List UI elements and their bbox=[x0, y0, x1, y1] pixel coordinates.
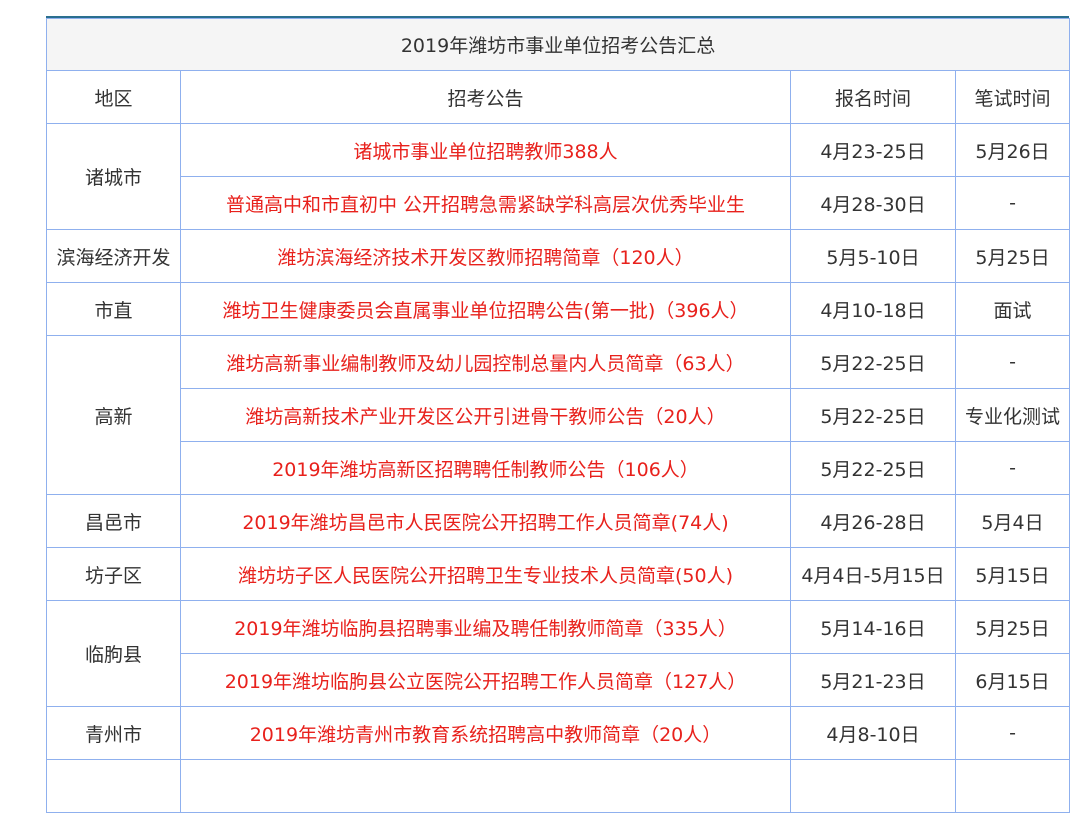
signup-time-cell: 5月22-25日 bbox=[790, 441, 956, 495]
table-row-partial bbox=[46, 759, 1071, 813]
notice-link[interactable]: 潍坊高新技术产业开发区公开引进骨干教师公告（20人） bbox=[180, 388, 791, 442]
signup-time-cell: 5月5-10日 bbox=[790, 229, 956, 283]
exam-time-cell: - bbox=[954, 441, 1071, 495]
table-row: 诸城市 诸城市事业单位招聘教师388人 4月23-25日 5月26日 bbox=[46, 123, 1071, 230]
signup-time-cell: 4月26-28日 bbox=[790, 494, 956, 548]
exam-time-cell: 5月4日 bbox=[954, 494, 1071, 548]
exam-time-cell: 5月15日 bbox=[954, 547, 1071, 601]
notice-link[interactable]: 潍坊坊子区人民医院公开招聘卫生专业技术人员简章(50人) bbox=[180, 547, 791, 601]
notice-link[interactable]: 2019年潍坊昌邑市人民医院公开招聘工作人员简章(74人) bbox=[180, 494, 791, 548]
header-notice: 招考公告 bbox=[180, 70, 791, 124]
header-exam-time: 笔试时间 bbox=[954, 70, 1071, 124]
exam-time-cell: - bbox=[954, 176, 1071, 230]
region-cell: 诸城市 bbox=[46, 123, 181, 230]
header-row: 地区 招考公告 报名时间 笔试时间 bbox=[46, 70, 1071, 124]
exam-time-cell: 6月15日 bbox=[954, 653, 1071, 707]
notice-link[interactable]: 2019年潍坊高新区招聘聘任制教师公告（106人） bbox=[180, 441, 791, 495]
region-cell: 滨海经济开发 bbox=[46, 229, 181, 283]
header-signup-time: 报名时间 bbox=[790, 70, 956, 124]
table-row: 2019年潍坊高新区招聘聘任制教师公告（106人） 5月22-25日 - bbox=[47, 441, 1071, 495]
exam-time-cell: - bbox=[954, 335, 1071, 389]
table-row: 普通高中和市直初中 公开招聘急需紧缺学科高层次优秀毕业生 4月28-30日 - bbox=[47, 176, 1071, 230]
table-title-row: 2019年潍坊市事业单位招考公告汇总 bbox=[45, 18, 1071, 71]
table-row: 2019年潍坊临朐县公立医院公开招聘工作人员简章（127人） 5月21-23日 6月… bbox=[47, 653, 1071, 707]
exam-time-cell: 面试 bbox=[954, 282, 1071, 336]
region-cell: 市直 bbox=[46, 282, 181, 336]
notice-link[interactable]: 2019年潍坊临朐县招聘事业编及聘任制教师简章（335人） bbox=[180, 600, 791, 654]
table-row: 昌邑市 2019年潍坊昌邑市人民医院公开招聘工作人员简章(74人) 4月26-28日… bbox=[46, 494, 1071, 548]
recruitment-summary-table: 2019年潍坊市事业单位招考公告汇总 地区 招考公告 报名时间 笔试时间 诸城市… bbox=[45, 18, 1071, 813]
table-row: 坊子区 潍坊坊子区人民医院公开招聘卫生专业技术人员简章(50人) 4月4日-5月15… bbox=[46, 547, 1071, 601]
exam-time-cell: - bbox=[954, 706, 1071, 760]
table-row: 高新 潍坊高新事业编制教师及幼儿园控制总量内人员简章（63人） 5月22-25日 - bbox=[46, 335, 1071, 495]
table-row: 临朐县 2019年潍坊临朐县招聘事业编及聘任制教师简章（335人） 5月14-16日… bbox=[46, 600, 1071, 707]
notice-link[interactable]: 普通高中和市直初中 公开招聘急需紧缺学科高层次优秀毕业生 bbox=[180, 176, 791, 230]
region-cell: 青州市 bbox=[46, 706, 181, 760]
notice-link[interactable]: 2019年潍坊青州市教育系统招聘高中教师简章（20人） bbox=[180, 706, 791, 760]
exam-time-cell: 5月26日 bbox=[954, 123, 1071, 177]
notice-link[interactable]: 潍坊卫生健康委员会直属事业单位招聘公告(第一批)（396人） bbox=[180, 282, 791, 336]
table-row: 市直 潍坊卫生健康委员会直属事业单位招聘公告(第一批)（396人） 4月10-18日… bbox=[46, 282, 1071, 336]
region-cell: 昌邑市 bbox=[46, 494, 181, 548]
region-cell: 坊子区 bbox=[46, 547, 181, 601]
table-row: 滨海经济开发 潍坊滨海经济技术开发区教师招聘简章（120人） 5月5-10日 5月25… bbox=[46, 229, 1071, 283]
signup-time-cell: 4月4日-5月15日 bbox=[790, 547, 956, 601]
exam-time-cell: 5月25日 bbox=[954, 229, 1071, 283]
notice-link[interactable]: 潍坊高新事业编制教师及幼儿园控制总量内人员简章（63人） bbox=[180, 335, 791, 389]
signup-time-cell: 4月23-25日 bbox=[790, 123, 956, 177]
notice-link[interactable]: 2019年潍坊临朐县公立医院公开招聘工作人员简章（127人） bbox=[180, 653, 791, 707]
exam-time-cell: 5月25日 bbox=[954, 600, 1071, 654]
signup-time-cell: 4月8-10日 bbox=[790, 706, 956, 760]
region-cell: 临朐县 bbox=[46, 600, 181, 707]
table-row: 青州市 2019年潍坊青州市教育系统招聘高中教师简章（20人） 4月8-10日 - bbox=[46, 706, 1071, 760]
signup-time-cell: 5月22-25日 bbox=[790, 388, 956, 442]
signup-time-cell: 5月22-25日 bbox=[790, 335, 956, 389]
table-title: 2019年潍坊市事业单位招考公告汇总 bbox=[45, 18, 1071, 71]
signup-time-cell: 4月28-30日 bbox=[790, 176, 956, 230]
signup-time-cell: 5月21-23日 bbox=[790, 653, 956, 707]
notice-link[interactable]: 诸城市事业单位招聘教师388人 bbox=[180, 123, 791, 177]
signup-time-cell: 5月14-16日 bbox=[790, 600, 956, 654]
signup-time-cell: 4月10-18日 bbox=[790, 282, 956, 336]
table-row: 潍坊高新技术产业开发区公开引进骨干教师公告（20人） 5月22-25日 专业化测试 bbox=[47, 388, 1071, 442]
notice-link[interactable]: 潍坊滨海经济技术开发区教师招聘简章（120人） bbox=[180, 229, 791, 283]
header-region: 地区 bbox=[46, 70, 181, 124]
recruitment-summary-table-container: 2019年潍坊市事业单位招考公告汇总 地区 招考公告 报名时间 笔试时间 诸城市… bbox=[45, 16, 1071, 813]
exam-time-cell: 专业化测试 bbox=[954, 388, 1071, 442]
region-cell: 高新 bbox=[46, 335, 181, 495]
